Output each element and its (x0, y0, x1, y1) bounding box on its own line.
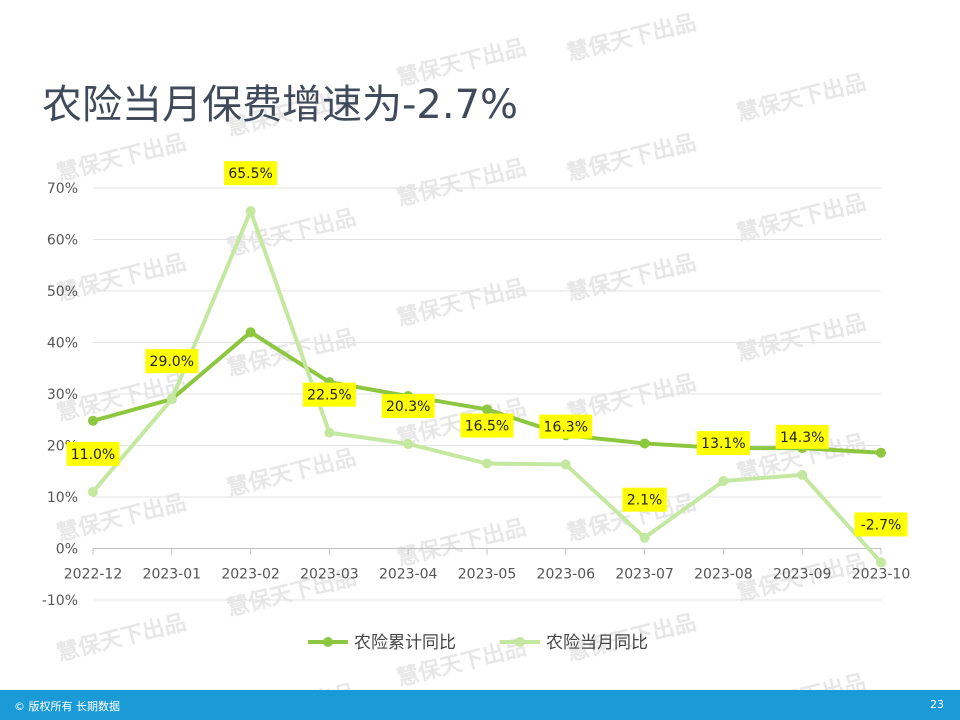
data-label: 2.1% (627, 493, 663, 509)
data-point (245, 206, 256, 217)
x-tick-label: 2023-03 (300, 567, 359, 583)
data-point (797, 469, 808, 480)
data-point (88, 486, 98, 497)
chart-series (88, 206, 886, 568)
footer-bar: © 版权所有 长期数据 23 (0, 690, 960, 720)
series-line-2 (91, 209, 883, 564)
y-tick-label: 40% (47, 336, 78, 352)
data-labels: 11.0% 29.0% 65.5% 22.5% 20.3% 16.5% 16.3% 2.1% 1… (66, 161, 908, 537)
y-tick-label: 0% (56, 542, 78, 558)
data-point (718, 476, 729, 487)
data-label-box (696, 431, 750, 456)
page-title: 农险当月保费增速为-2.7% (42, 82, 519, 128)
data-point (482, 404, 492, 415)
data-label-box (381, 393, 435, 418)
data-label: -2.7% (861, 517, 902, 533)
y-axis: -10%0%10%20%30%40%50%60%70% (42, 181, 78, 609)
page-number: 23 (930, 698, 944, 711)
data-point (403, 438, 414, 449)
data-label-box (302, 382, 356, 407)
data-point (482, 458, 492, 469)
data-point (639, 532, 650, 543)
data-label: 16.3% (544, 420, 588, 436)
x-tick-label: 2023-05 (458, 567, 517, 583)
data-label-box (460, 413, 514, 438)
data-label: 16.5% (465, 419, 509, 435)
x-tick-label: 2022-12 (64, 567, 123, 583)
y-tick-label: 10% (47, 490, 78, 506)
x-tick-label: 2023-08 (694, 567, 753, 583)
data-point (166, 394, 177, 405)
legend-label-1: 农险累计同比 (354, 633, 456, 653)
data-point (639, 438, 650, 449)
footer-copyright: © 版权所有 长期数据 (14, 700, 120, 713)
data-label-box (145, 349, 199, 374)
x-tick-label: 2023-10 (852, 567, 911, 583)
data-point (324, 427, 335, 438)
line-chart: -10%0%10%20%30%40%50%60%70% 2022-12 2023-… (42, 161, 911, 653)
data-label-box (224, 161, 278, 186)
x-tick-label: 2023-07 (615, 567, 674, 583)
data-label: 29.0% (150, 354, 194, 370)
x-tick-label: 2023-04 (379, 567, 438, 583)
data-label-box (66, 441, 120, 466)
y-tick-label: 30% (47, 387, 78, 403)
y-tick-label: 70% (47, 181, 78, 197)
data-label-box (775, 424, 829, 449)
x-tick-label: 2023-06 (537, 567, 596, 583)
data-label-box (539, 414, 593, 439)
data-label-box (854, 512, 908, 537)
data-label-box (622, 487, 667, 512)
data-label: 65.5% (228, 166, 272, 182)
data-point (876, 557, 886, 568)
data-point (560, 459, 571, 470)
x-axis: 2022-12 2023-01 2023-02 2023-03 2023-04 2023-… (64, 548, 911, 583)
legend-marker-1 (323, 637, 333, 647)
data-label: 14.3% (780, 430, 824, 446)
x-tick-label: 2023-01 (143, 567, 202, 583)
data-point (245, 327, 256, 338)
x-tick-label: 2023-02 (221, 567, 280, 583)
data-label: 13.1% (701, 436, 745, 452)
chart-gridlines (93, 187, 881, 601)
y-tick-label: -10% (42, 593, 78, 609)
data-label: 11.0% (71, 447, 115, 463)
x-tick-label: 2023-09 (773, 567, 832, 583)
data-label: 22.5% (307, 388, 351, 404)
y-tick-label: 60% (47, 233, 78, 249)
chart-legend: 农险累计同比 农险当月同比 (308, 633, 648, 653)
data-label: 20.3% (386, 399, 430, 415)
data-point (88, 415, 98, 426)
data-point (876, 447, 886, 458)
legend-marker-2 (515, 637, 525, 647)
legend-label-2: 农险当月同比 (546, 633, 648, 653)
y-tick-label: 50% (47, 284, 78, 300)
